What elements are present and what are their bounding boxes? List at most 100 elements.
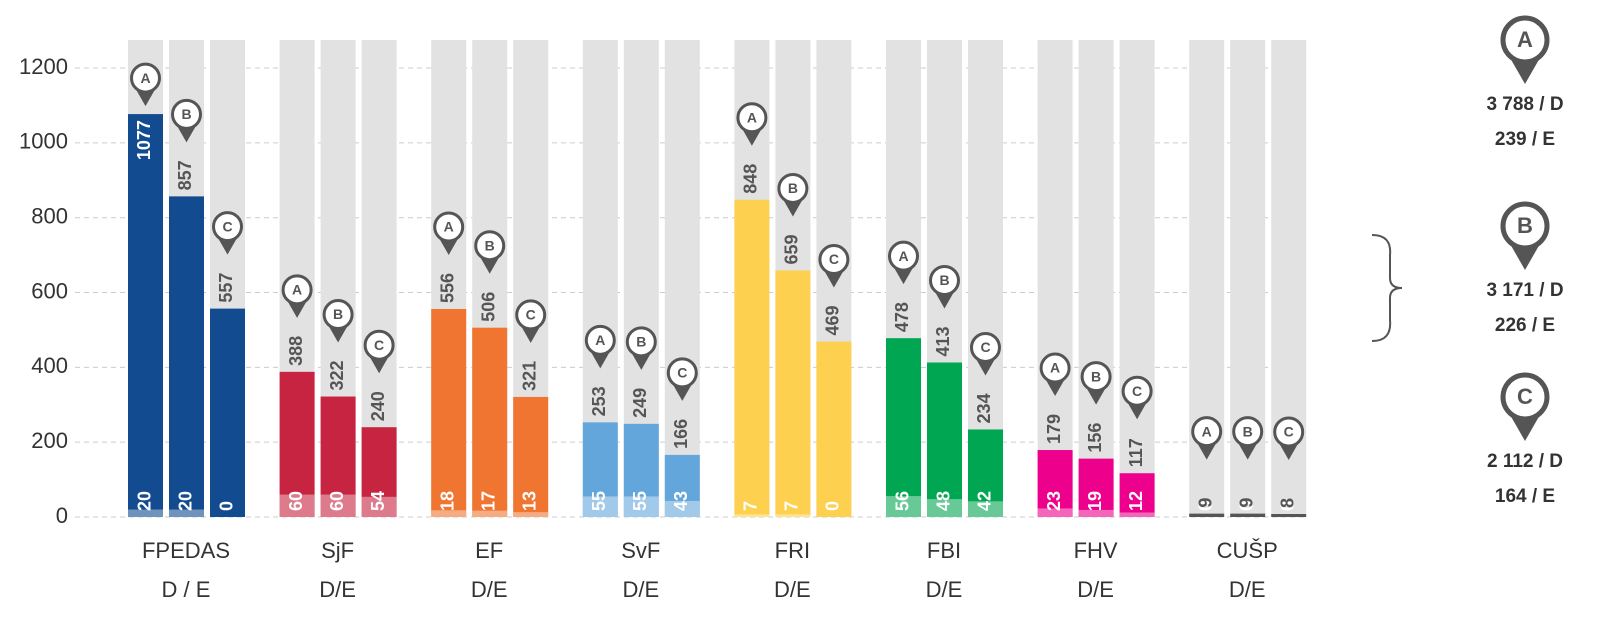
pin-label: B [485,237,495,253]
x-tick-label: FPEDAS [142,538,230,563]
e-value-label: 12 [1126,491,1146,511]
pin-label: C [1517,384,1533,409]
pin [474,230,506,262]
pin [1273,416,1305,448]
bar [623,423,659,517]
value-label: 848 [741,164,761,194]
x-tick-sublabel: D/E [1229,577,1266,602]
e-value-label: 23 [1044,491,1064,511]
pin-label: A [292,282,302,298]
e-value-label: 55 [589,491,609,511]
bar-e-segment [361,496,397,517]
e-value-label: 0 [823,501,843,511]
pin-label: C [677,365,687,381]
value-label: 388 [286,336,306,366]
pin [1191,416,1223,448]
bar [1189,513,1225,517]
pin [584,324,616,356]
pin [777,172,809,204]
bar-e-segment [128,509,163,517]
bar-e-segment [1119,512,1155,517]
bar [431,308,467,517]
x-tick-label: SjF [321,538,354,563]
value-label: 9 [1195,498,1215,508]
value-label: 506 [478,292,498,322]
e-value-label: 20 [175,491,195,511]
pin-label: C [526,307,536,323]
value-label: 8 [1277,498,1297,508]
pin-label: B [788,180,798,196]
bar-e-segment [664,500,700,517]
value-label: 240 [368,391,388,421]
bar-background [664,40,700,517]
pin [433,211,465,243]
value-label: 1077 [134,120,154,160]
pin-label: B [636,334,646,350]
bar [210,308,245,517]
pin [818,244,850,276]
bar [1078,458,1114,517]
bar [1119,473,1155,517]
legend-text: 239 / E [1495,129,1555,150]
pin-label: C [1284,424,1294,440]
legend-text: 2 112 / D [1487,451,1563,472]
pin [1500,372,1550,422]
pin-label: A [898,248,908,264]
e-value-label: 56 [892,491,912,511]
bar-e-segment [775,514,811,517]
e-value-label: 13 [519,491,539,511]
x-tick-sublabel: D/E [471,577,508,602]
pin-label: C [829,251,839,267]
pin-label: A [1517,27,1533,52]
pin [322,299,354,331]
bar [320,396,356,517]
y-tick-label: 200 [31,428,68,453]
bar-e-segment [927,499,962,517]
value-label: 179 [1044,414,1064,444]
pin-label: B [1243,423,1253,439]
bar-background [1078,40,1114,517]
pin-label: B [1091,368,1101,384]
value-label: 166 [671,419,691,449]
bar-e-segment [734,514,770,517]
bar-e-segment [472,510,508,517]
pin [281,274,313,306]
bar [927,362,962,517]
bar-e-segment [886,496,921,517]
e-value-label: 60 [286,491,306,511]
y-tick-label: 0 [56,503,68,528]
pin-label: A [747,109,757,125]
x-tick-label: FBI [927,538,961,563]
brace [1371,234,1403,342]
pin-label: A [595,332,605,348]
pin [970,331,1001,363]
bar-e-segment [169,509,204,517]
pin [1232,416,1264,448]
bar-background [1037,40,1073,517]
pin [1039,352,1071,384]
bar-e-segment [582,496,618,517]
value-label: 253 [589,386,609,416]
legend-text: 3 171 / D [1486,280,1563,301]
y-tick-label: 1000 [19,129,68,154]
bar-background [1119,40,1155,517]
x-tick-label: EF [475,538,503,563]
bar-e-segment [513,512,549,517]
bar [128,114,163,518]
bar [1271,514,1307,517]
pin-label: A [1050,360,1060,376]
pin-label: C [222,218,232,234]
pin [1500,15,1550,65]
y-tick-label: 600 [31,278,68,303]
e-value-label: 0 [1236,501,1256,511]
pin [171,98,202,130]
pin-label: C [1132,383,1142,399]
pin [625,326,657,358]
pin [736,102,768,134]
x-tick-sublabel: D / E [162,577,211,602]
pin-label: A [1202,423,1212,439]
legend-text: 164 / E [1495,486,1555,507]
value-label: 857 [175,160,195,190]
e-value-label: 54 [368,491,388,511]
